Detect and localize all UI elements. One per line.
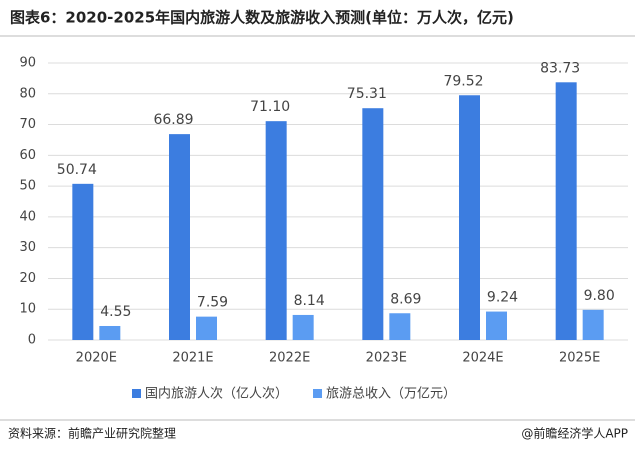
bar <box>196 316 217 340</box>
bar <box>362 108 384 340</box>
source: 资料来源：前瞻产业研究院整理 <box>8 426 176 441</box>
bar <box>265 121 287 340</box>
value-label: 71.10 <box>250 99 290 115</box>
credit: @前瞻经济学人APP <box>521 426 628 441</box>
chart-title: 图表6：2020-2025年国内旅游人数及旅游收入预测(单位：万人次，亿元) <box>10 9 514 27</box>
bar <box>169 134 190 340</box>
bar <box>459 95 480 340</box>
bar <box>582 309 604 340</box>
value-label: 75.31 <box>347 86 387 102</box>
value-label: 4.55 <box>100 304 131 320</box>
bar <box>72 183 94 340</box>
y-tick-label: 20 <box>19 271 36 286</box>
y-tick-label: 30 <box>19 240 36 255</box>
legend-label: 国内旅游人次（亿人次） <box>145 386 288 402</box>
value-label: 83.73 <box>540 60 580 76</box>
x-tick-label: 2024E <box>462 351 503 366</box>
value-label: 8.69 <box>390 291 421 307</box>
y-tick-label: 70 <box>19 117 36 132</box>
y-tick-label: 10 <box>19 302 36 317</box>
y-tick-label: 60 <box>19 148 36 163</box>
value-label: 79.52 <box>443 73 483 89</box>
value-label: 9.24 <box>487 290 518 306</box>
bar <box>555 82 577 340</box>
value-label: 8.14 <box>294 293 325 309</box>
x-tick-label: 2021E <box>172 351 213 366</box>
legend-label: 旅游总收入（万亿元） <box>326 387 456 402</box>
value-label: 9.80 <box>584 288 615 304</box>
bar <box>389 313 411 340</box>
value-label: 50.74 <box>57 162 97 178</box>
legend-swatch <box>313 389 323 398</box>
x-tick-label: 2023E <box>366 351 407 366</box>
y-tick-label: 80 <box>19 86 36 101</box>
x-tick-label: 2022E <box>269 351 310 366</box>
bar <box>99 325 121 340</box>
x-tick-label: 2020E <box>76 351 117 366</box>
y-tick-label: 40 <box>19 209 36 224</box>
y-tick-label: 90 <box>19 56 36 71</box>
bar <box>486 311 507 340</box>
bar <box>292 314 314 340</box>
y-tick-label: 50 <box>19 179 36 194</box>
y-tick-label: 0 <box>28 333 36 348</box>
x-tick-label: 2025E <box>559 351 600 366</box>
value-label: 7.59 <box>197 295 228 311</box>
value-label: 66.89 <box>153 112 193 128</box>
legend-swatch <box>132 389 141 398</box>
